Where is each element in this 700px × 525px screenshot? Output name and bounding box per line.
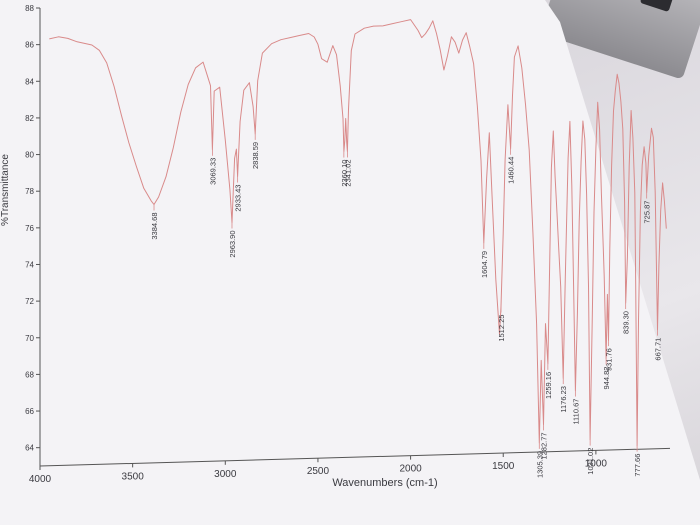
peak-label: 1460.44	[507, 157, 516, 184]
y-tick-label: 74	[25, 260, 34, 269]
peak-label: 3069.33	[208, 158, 217, 185]
peak-label: 944.82	[602, 367, 611, 390]
y-tick-label: 82	[25, 114, 34, 123]
peak-label: 1110.67	[571, 399, 580, 425]
x-ticks: 4000 3500 3000 2500 2000 1500 1000	[29, 450, 608, 485]
peak-label: 1176.23	[559, 386, 568, 413]
peak-label: 2963.90	[228, 230, 237, 257]
y-tick-label: 84	[25, 77, 34, 86]
y-tick-label: 78	[25, 187, 34, 196]
peak-label: 777.66	[633, 454, 642, 477]
x-tick-label: 1500	[492, 461, 515, 472]
peak-label: 1604.79	[480, 251, 489, 278]
peak-label: 931.76	[605, 348, 614, 371]
y-tick-label: 66	[25, 407, 34, 416]
peak-label: 667.71	[653, 338, 662, 361]
x-axis-line	[39, 447, 671, 467]
y-tick-label: 80	[25, 151, 34, 160]
peak-label: 3384.68	[150, 212, 159, 239]
peak-label: 2838.59	[251, 142, 260, 169]
series-line	[49, 19, 667, 447]
peak-label: 1305.39	[535, 451, 544, 478]
x-tick-label: 3500	[122, 471, 145, 482]
y-tick-label: 68	[25, 370, 34, 379]
peak-label: 1512.25	[497, 315, 506, 342]
peak-label: 839.30	[622, 311, 631, 334]
x-tick-label: 1000	[585, 458, 608, 469]
x-axis-label: Wavenumbers (cm-1)	[332, 477, 437, 489]
chart-axes	[39, 8, 671, 467]
x-tick-label: 3000	[214, 469, 237, 480]
y-tick-label: 88	[25, 4, 34, 13]
peak-label: 2360.10	[340, 160, 349, 187]
x-tick-label: 2000	[399, 464, 422, 475]
y-tick-label: 70	[25, 334, 34, 343]
y-ticks: 88 86 84 82 80 78 76 74 72 70 68 66 64	[25, 4, 40, 453]
x-tick-label: 2500	[307, 466, 330, 477]
peak-labels: 3384.68 3069.33 2963.90 2933.43 2838.59 2360.…	[150, 133, 662, 478]
y-tick-label: 72	[25, 297, 34, 306]
y-tick-label: 86	[25, 41, 34, 50]
x-tick-label: 4000	[29, 474, 52, 485]
peak-label: 2341.02	[343, 159, 352, 186]
peak-label: 1031.02	[586, 448, 595, 475]
series-layer	[49, 19, 667, 447]
y-axis-label: %Transmittance	[0, 154, 11, 226]
peak-label: 2933.43	[234, 185, 243, 212]
peak-label: 1282.77	[539, 432, 548, 459]
y-tick-label: 64	[25, 444, 34, 453]
peak-label: 725.87	[643, 201, 652, 224]
y-tick-label: 76	[25, 224, 34, 233]
peak-label: 1259.16	[544, 372, 553, 399]
